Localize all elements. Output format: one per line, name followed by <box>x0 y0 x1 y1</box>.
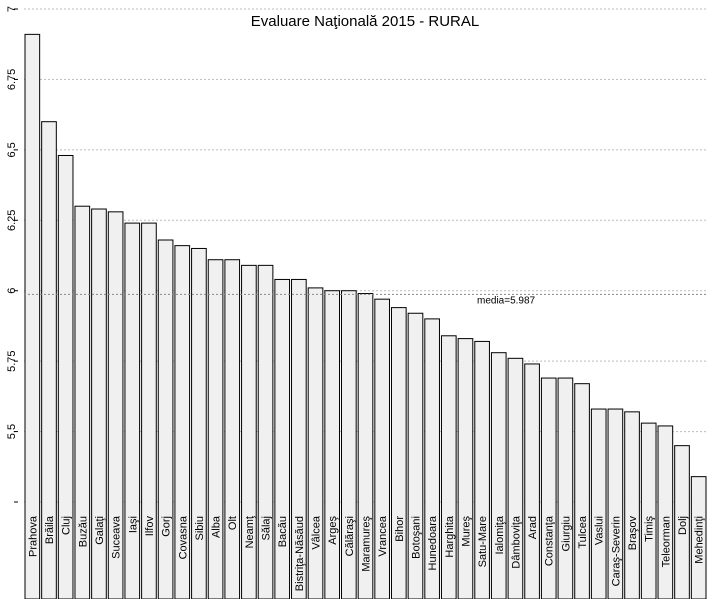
bars <box>24 33 707 599</box>
mean-label: media=5.987 <box>477 295 536 306</box>
bar <box>257 264 274 599</box>
bar <box>274 278 291 599</box>
category-label: Botoşani <box>410 516 422 559</box>
y-tick-label: 6.75 <box>6 69 18 90</box>
bar <box>124 222 141 599</box>
category-label: Vrancea <box>377 515 389 556</box>
category-label: Ialomiţa <box>494 515 506 554</box>
bar <box>107 211 124 599</box>
bar <box>357 293 374 599</box>
bar <box>141 222 157 599</box>
bar <box>324 290 341 599</box>
y-tick-label: 7 <box>6 6 18 12</box>
category-label: Braşov <box>627 516 639 551</box>
category-label: Constanţa <box>544 515 556 566</box>
category-label: Maramureş <box>361 516 373 572</box>
category-label: Vaslui <box>594 516 606 545</box>
category-label: Alba <box>211 515 223 538</box>
category-label: Buzău <box>77 516 89 547</box>
bar <box>24 33 41 599</box>
bar <box>690 476 707 599</box>
bar <box>390 307 407 599</box>
category-label: Tulcea <box>577 515 589 548</box>
bar <box>440 335 457 599</box>
bar <box>224 259 241 599</box>
category-label: Sălaj <box>261 516 273 540</box>
category-label: Prahova <box>27 515 39 557</box>
category-label: Arad <box>527 516 539 539</box>
category-label: Mehedinţi <box>694 516 706 564</box>
bar <box>524 363 540 599</box>
category-label: Suceava <box>111 515 123 559</box>
bar <box>207 259 224 599</box>
category-label: Dâmboviţa <box>510 515 522 568</box>
category-label: Galaţi <box>94 516 106 545</box>
bar <box>657 425 674 599</box>
category-label: Caraş-Severin <box>610 516 622 586</box>
category-label: Teleorman <box>660 516 672 567</box>
bar <box>574 383 590 599</box>
chart-title: Evaluare Naţională 2015 - RURAL <box>251 13 479 30</box>
bar <box>424 318 440 599</box>
category-label: Vâlcea <box>311 515 323 550</box>
bar <box>557 377 574 599</box>
bar <box>474 340 490 599</box>
bar <box>374 298 390 599</box>
bar <box>191 247 207 599</box>
category-label: Cluj <box>61 516 73 535</box>
y-tick-label: 6 <box>6 288 18 294</box>
category-label: Dolj <box>677 516 689 535</box>
category-label: Bihor <box>394 516 406 542</box>
x-axis-labels: Prahova Brăila Cluj Buzău Galaţi Suceava Iaşi I… <box>27 515 705 591</box>
category-label: Călăraşi <box>344 516 356 556</box>
bar <box>57 154 74 599</box>
bar <box>640 422 657 599</box>
bar <box>41 121 57 599</box>
bar <box>307 287 324 599</box>
bar <box>624 411 640 599</box>
category-label: Neamţ <box>244 515 256 548</box>
bar <box>341 290 357 599</box>
category-label: Bistriţa-Năsăud <box>294 516 306 591</box>
y-tick-label: 6.5 <box>6 142 18 157</box>
category-label: Timiş <box>644 516 656 542</box>
category-label: Hunedoara <box>427 515 439 570</box>
bar <box>157 239 174 599</box>
category-label: Gorj <box>161 516 173 537</box>
category-label: Ilfov <box>144 516 156 537</box>
category-label: Giurgiu <box>560 516 572 551</box>
category-label: Iaşi <box>127 516 139 533</box>
y-tick-label: 6.25 <box>6 210 18 231</box>
bar <box>457 338 474 599</box>
category-label: Covasna <box>177 515 189 559</box>
category-label: Satu-Mare <box>477 516 489 567</box>
y-axis: 7 6.75 6.5 6.25 6 5.75 5.5 <box>6 6 18 503</box>
category-label: Harghita <box>444 515 456 557</box>
bar <box>507 357 524 599</box>
bar <box>490 352 507 599</box>
bar <box>291 278 307 599</box>
bar <box>407 312 424 599</box>
y-tick-label: 5.5 <box>6 424 18 439</box>
category-label: Sibiu <box>194 516 206 540</box>
bar <box>590 408 607 599</box>
bar <box>241 264 257 599</box>
category-label: Brăila <box>44 515 56 544</box>
category-label: Olt <box>227 516 239 530</box>
category-label: Argeş <box>327 516 339 545</box>
y-tick-label: 5.75 <box>6 350 18 371</box>
bar <box>540 377 557 599</box>
category-label: Mureş <box>460 516 472 547</box>
category-label: Bacău <box>277 516 289 547</box>
